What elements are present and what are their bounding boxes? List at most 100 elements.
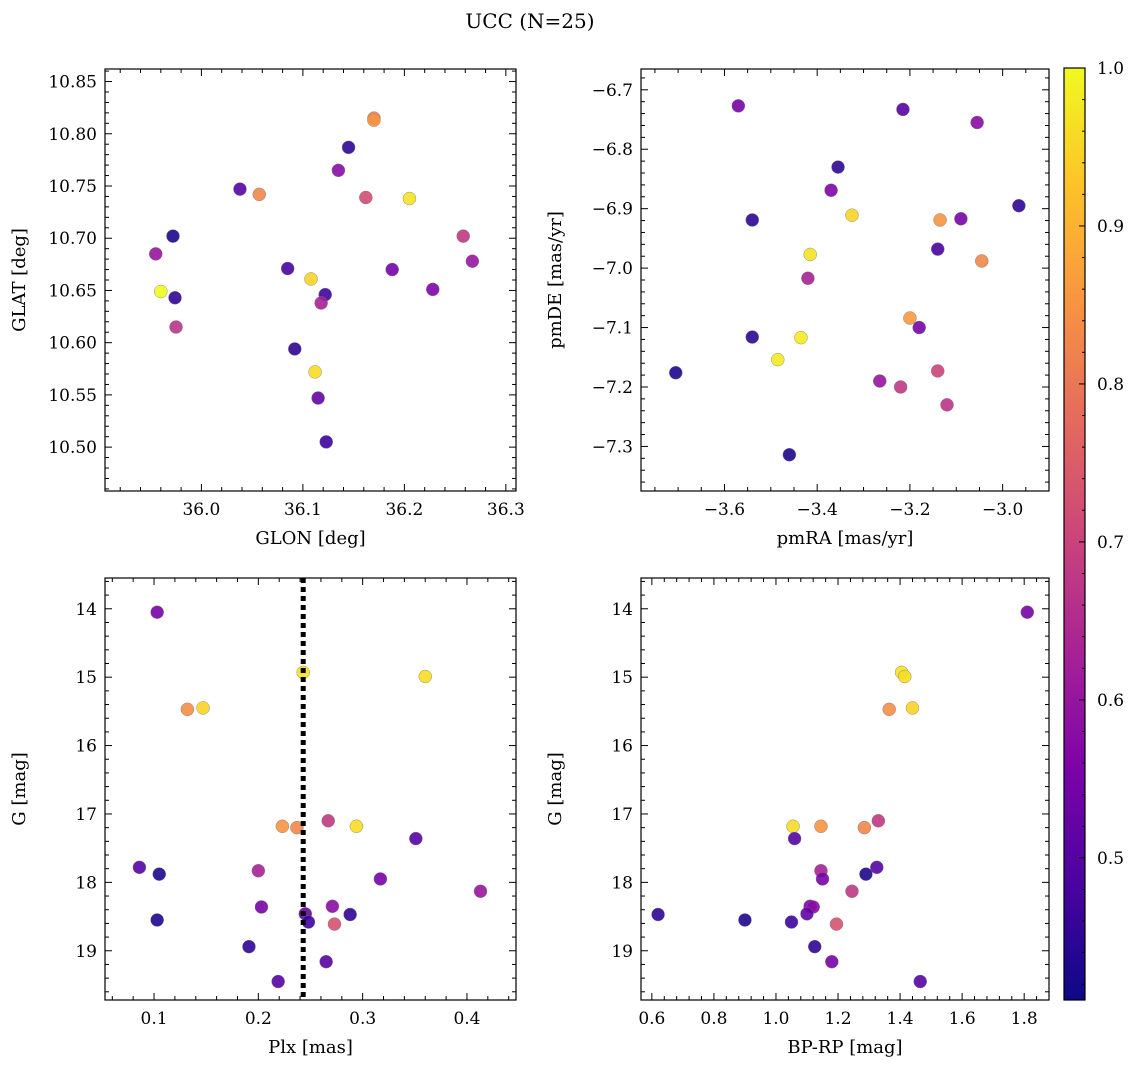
scatter-point <box>794 330 808 345</box>
scatter-point <box>465 254 480 268</box>
y-tick-label: −7.2 <box>592 378 633 398</box>
y-tick-label: −6.7 <box>592 81 633 101</box>
scatter-point <box>290 820 304 835</box>
x-tick-label: 1.4 <box>887 1009 914 1029</box>
scatter-point <box>896 102 910 117</box>
y-tick-label: −7.1 <box>592 319 633 339</box>
scatter-point <box>349 819 364 833</box>
x-tick-label: −3.6 <box>704 500 745 520</box>
panel-plx-g: 0.1 0.2 0.3 0.4 14 15 16 17 18 19 Plx [mas] G [mag] <box>9 577 517 1058</box>
scatter-point <box>893 380 908 394</box>
x-tick-label: −3.0 <box>982 500 1023 520</box>
scatter-point <box>669 366 683 380</box>
y-tick-label: 10.85 <box>48 73 97 93</box>
scatter-point <box>787 831 802 846</box>
scatter-point <box>782 448 797 462</box>
scatter-point <box>149 247 163 261</box>
x-tick-label: 36.2 <box>385 500 423 520</box>
scatter-point <box>913 974 927 989</box>
scatter-point <box>373 872 388 886</box>
scatter-point <box>800 907 814 921</box>
scatter-point <box>311 391 325 405</box>
figure-title: UCC (N=25) <box>465 9 594 33</box>
scatter-point <box>940 398 954 412</box>
x-tick-label: 1.2 <box>824 1009 851 1029</box>
scatter-point <box>903 311 917 325</box>
scatter-point <box>418 669 432 684</box>
scatter-point <box>341 140 356 155</box>
y-tick-label: 16 <box>611 737 633 757</box>
x-axis-label: pmRA [mas/yr] <box>777 528 914 549</box>
tick-marks <box>641 578 1050 1000</box>
y-tick-label: −7.3 <box>592 437 633 457</box>
x-tick-label: 36.3 <box>487 500 525 520</box>
y-tick-label: 10.80 <box>48 125 97 145</box>
scatter-point <box>651 907 665 922</box>
x-tick-label: 0.1 <box>141 1009 168 1029</box>
scatter-point <box>166 229 180 243</box>
y-tick-label: 10.55 <box>48 386 97 406</box>
axes-frame <box>104 68 517 492</box>
scatter-point <box>314 296 328 310</box>
scatter-point <box>154 284 168 299</box>
scatter-point <box>898 669 912 684</box>
scatter-point <box>931 242 945 256</box>
y-axis-label: G [mag] <box>9 752 30 825</box>
y-tick-label: 19 <box>75 942 97 962</box>
x-tick-label: 0.4 <box>453 1009 480 1029</box>
scatter-point <box>808 939 822 954</box>
tick-marks <box>641 69 1050 491</box>
scatter-point <box>252 187 266 202</box>
colorbar-tick-label: 0.9 <box>1097 217 1124 237</box>
y-tick-label: 10.50 <box>48 438 97 458</box>
scatter-point <box>280 261 295 276</box>
scatter-point <box>845 884 859 898</box>
y-tick-label: −6.9 <box>592 200 633 220</box>
x-tick-label: 1.8 <box>1011 1009 1038 1029</box>
y-tick-label: 18 <box>611 873 633 893</box>
y-tick-label: −6.8 <box>592 140 633 160</box>
x-tick-label: 1.0 <box>762 1009 789 1029</box>
scatter-point <box>1020 605 1034 619</box>
scatter-point <box>242 939 256 954</box>
y-tick-label: 18 <box>75 873 97 893</box>
x-tick-label: −3.4 <box>797 500 838 520</box>
scatter-point <box>473 884 488 898</box>
scatter-point <box>150 605 164 619</box>
scatter-point <box>319 954 333 969</box>
x-axis-label: Plx [mas] <box>268 1037 353 1058</box>
colorbar: 0.5 0.6 0.7 0.8 0.9 1.0 <box>1063 59 1124 1001</box>
scatter-point <box>814 819 828 833</box>
x-tick-label: 1.6 <box>949 1009 976 1029</box>
scatter-point <box>456 229 470 243</box>
panel-glon-glat: 36.0 36.1 36.2 36.3 10.50 10.55 10.60 10.65 10.7… <box>9 68 525 549</box>
colorbar-tick-label: 0.6 <box>1097 691 1124 711</box>
scatter-point <box>871 814 886 828</box>
scatter-point <box>954 212 968 226</box>
scatter-point <box>180 702 195 717</box>
scatter-point <box>385 262 399 277</box>
scatter-point <box>288 342 302 356</box>
y-tick-label: 14 <box>611 600 633 620</box>
x-tick-label: 36.1 <box>284 500 322 520</box>
scatter-point <box>815 872 830 886</box>
panel-pmra-pmde: −3.6 −3.4 −3.2 −3.0 −7.3 −7.2 −7.1 −7.0 −6.9 −6.8… <box>545 68 1050 549</box>
x-tick-label: 0.8 <box>700 1009 727 1029</box>
scatter-point <box>304 272 318 286</box>
colorbar-gradient <box>1064 68 1085 1000</box>
panel-bprp-g: 0.6 0.8 1.0 1.2 1.4 1.6 1.8 14 15 16 17 18 19 BP-RP [… <box>545 577 1050 1058</box>
scatter-point <box>275 819 290 833</box>
scatter-point <box>233 182 247 196</box>
y-tick-label: 17 <box>75 805 97 825</box>
x-tick-label: −3.2 <box>889 500 930 520</box>
y-axis-label: pmDE [mas/yr] <box>545 211 566 349</box>
scatter-point <box>824 183 838 197</box>
x-axis-label: GLON [deg] <box>255 528 365 549</box>
scatter-point <box>873 374 887 388</box>
y-tick-label: 15 <box>75 668 97 688</box>
scatter-point <box>308 365 322 379</box>
scatter-point <box>905 701 920 715</box>
y-tick-label: 14 <box>75 600 97 620</box>
colorbar-frame <box>1063 67 1086 1001</box>
y-tick-label: 19 <box>611 942 633 962</box>
